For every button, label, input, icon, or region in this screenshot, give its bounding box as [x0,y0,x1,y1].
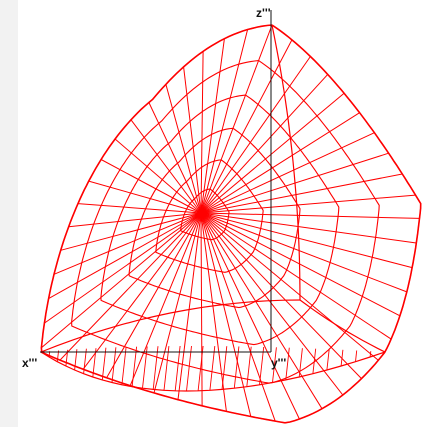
mesh-band-edge [40,351,386,392]
mesh-band-line [221,346,228,390]
mesh-spoke [177,212,202,400]
mesh-spoke [48,212,202,300]
mesh-band-line [233,346,240,389]
mesh-spoke [148,102,202,214]
mesh-spoke [200,212,407,293]
mesh-spoke [200,112,360,214]
z-axis-label: z''' [256,6,271,20]
mesh-band-line [163,346,170,391]
mesh-band-line [186,345,192,392]
mesh-band-line [197,345,204,391]
mesh-spoke [183,66,202,214]
mesh-spoke [200,51,204,214]
mesh-spoke [200,212,323,409]
mesh-spoke [200,194,416,214]
mesh-wireframe [40,24,422,424]
mesh-band-line [285,347,290,380]
mesh-spoke [200,212,252,417]
mesh-spoke [44,212,202,324]
mesh-spoke [200,92,345,214]
mesh-band-line [101,347,107,380]
mesh-band-line [246,346,252,387]
mesh-spoke [129,212,202,386]
mesh-spoke [114,138,202,214]
mesh-band-line [152,346,159,390]
mesh-spoke [200,24,273,214]
mesh-band-line [272,347,277,383]
mesh-spoke [200,212,401,317]
mesh-band-line [74,349,78,371]
mesh-spoke [41,212,202,349]
mesh-band-line [209,346,216,391]
y-axis-label: y''' [271,356,286,370]
mesh-spoke [200,56,311,214]
mesh-spoke [130,119,202,214]
mesh-spoke [200,212,379,361]
mesh-band-line [298,348,303,378]
mesh-spoke [200,212,300,420]
mesh-band-line [142,346,148,389]
mesh-spoke [77,203,202,214]
mesh-spoke [200,29,249,214]
mesh-band-line [92,348,97,378]
mesh-band-line [312,348,317,374]
mesh-spoke [200,212,203,406]
x-axis-label: x''' [22,356,37,370]
mesh-edge [40,299,301,353]
mesh-spoke [100,159,202,214]
mesh-spoke [200,74,329,214]
mesh-band-line [355,350,358,362]
mesh-band-line [259,346,265,385]
mesh-spoke [200,212,417,244]
mesh-band-line [121,346,127,385]
mesh-spoke [200,38,225,214]
mesh-spoke [200,212,227,412]
mesh-spoke [53,212,202,275]
mesh-band-line [369,351,372,358]
mesh-spoke [59,212,202,361]
mesh-spoke [200,212,276,422]
mesh-band-line [131,346,138,387]
coordinate-axes: z''' x''' y''' [22,6,286,370]
mesh-band-line [326,349,330,371]
mesh-band-line [111,347,117,383]
mesh-spoke [153,212,202,394]
mesh-spoke [60,212,202,251]
mesh-band-line [340,349,344,367]
mesh-spoke [106,212,202,379]
mesh-spoke [200,132,375,214]
mesh-spoke [82,212,202,370]
mesh-spoke [200,212,344,396]
mesh-spoke [200,212,413,269]
mesh-band-line [83,348,87,374]
mesh-spoke [200,173,403,214]
mesh-spoke [165,84,202,214]
mesh-spoke [200,212,362,379]
mesh-spoke [200,212,420,219]
mesh-edge [299,299,386,353]
mesh-spoke [88,180,202,214]
mesh-edge [271,24,301,301]
mesh-spoke [68,212,202,228]
mesh-spoke [200,39,293,214]
mesh-band-line [174,345,181,391]
mesh-outline [40,24,422,424]
mesh-spoke [200,212,392,340]
